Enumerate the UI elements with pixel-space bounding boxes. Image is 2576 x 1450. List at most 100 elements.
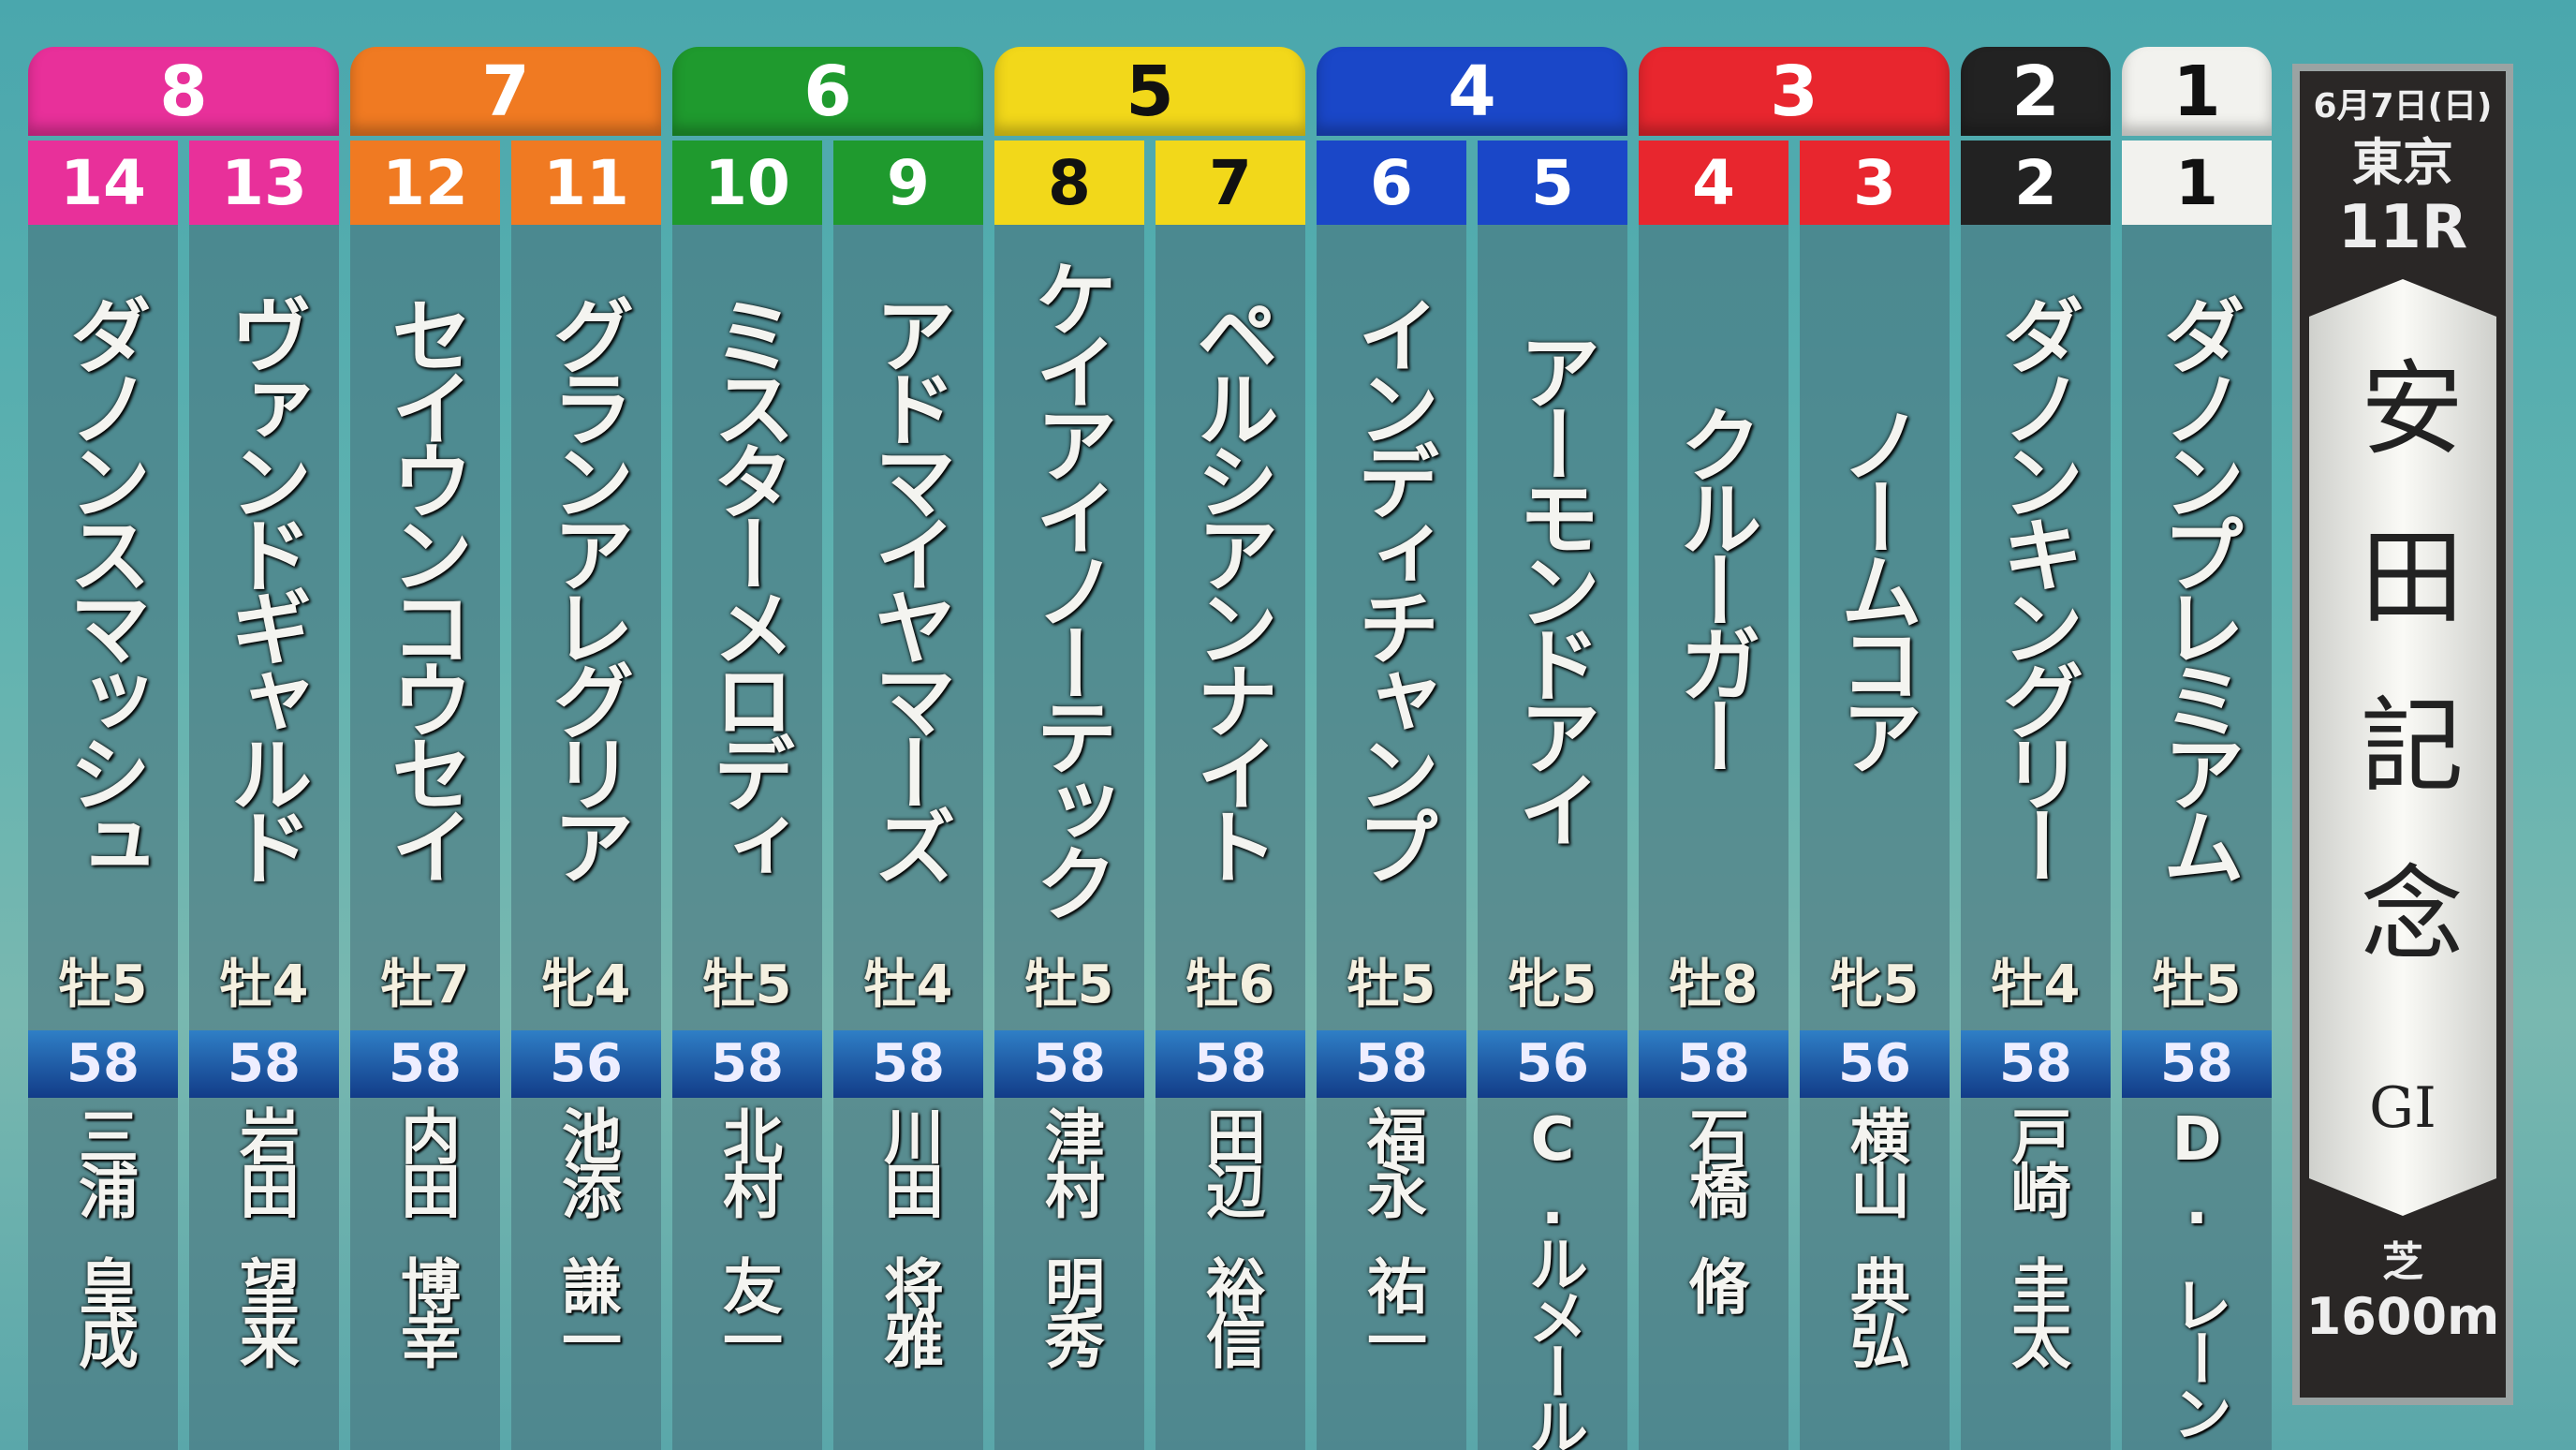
- race-grade: GI: [2369, 1075, 2436, 1141]
- horse-column: 12 セイウンコウセイ牡7 58 内田博幸: [350, 141, 500, 1450]
- horse-name: ケイアイノーテック: [1022, 257, 1118, 914]
- race-title: 安田記念: [2343, 354, 2463, 1028]
- gate-header: 4: [1317, 47, 1627, 136]
- horse-name: インディチャンプ: [1344, 293, 1440, 878]
- horse-sex-age: 牡5: [2152, 954, 2242, 1015]
- horse-sex-age: 牝5: [1830, 954, 1920, 1015]
- horse-column: 2 ダノンキングリー 牡4 58 戸崎 圭太: [1961, 141, 2111, 1450]
- gate-header: 6: [672, 47, 983, 136]
- jockey-given-name: 脩: [1679, 1255, 1748, 1309]
- horse-column: 13 ヴァンドギャルド牡4 58 岩田 望来: [189, 141, 339, 1450]
- horse-name: ヴァンドギャルド: [216, 293, 313, 878]
- horse-sex-age: 牡8: [1669, 954, 1759, 1015]
- gate-header: 3: [1639, 47, 1950, 136]
- gate-header: 2: [1961, 47, 2111, 136]
- horse-number: 10: [672, 141, 822, 225]
- horse-number: 4: [1639, 141, 1788, 225]
- jockey-given-name: 裕信: [1196, 1255, 1265, 1364]
- race-distance: 1600m: [2305, 1287, 2500, 1346]
- jockey-name: 津村 明秀: [994, 1105, 1144, 1364]
- horse-name: グランアレグリア: [538, 293, 635, 878]
- jockey-name: 横山 典弘: [1800, 1105, 1950, 1364]
- jockey-surname: 北村: [713, 1105, 782, 1214]
- horse-name: ノームコア: [1827, 403, 1923, 768]
- horse-number: 14: [28, 141, 178, 225]
- horse-name: ミスターメロディ: [699, 293, 796, 878]
- race-date: 6月7日(日): [2313, 87, 2493, 126]
- horse-weight: 58: [994, 1030, 1144, 1098]
- horse-number: 5: [1478, 141, 1627, 225]
- jockey-given-name: 典弘: [1840, 1255, 1909, 1364]
- horse-sex-age: 牡5: [702, 954, 792, 1015]
- race-number: 11R: [2337, 193, 2468, 262]
- jockey-name: C. ルメール: [1478, 1105, 1627, 1450]
- race-title-plaque: 安田記念 GI: [2309, 279, 2496, 1216]
- horse-number: 7: [1156, 141, 1305, 225]
- jockey-name: 田辺 裕信: [1156, 1105, 1305, 1364]
- horse-number: 13: [189, 141, 339, 225]
- horse-number: 12: [350, 141, 500, 225]
- horse-name: セイウンコウセイ: [377, 293, 474, 878]
- horse-sex-age: 牡5: [1024, 954, 1114, 1015]
- horse-column: 5 アーモンドアイ 牝5 56 C. ルメール: [1478, 141, 1627, 1450]
- horse-sex-age: 牡5: [1347, 954, 1436, 1015]
- horse-sex-age: 牡4: [219, 954, 309, 1015]
- horse-number: 11: [511, 141, 661, 225]
- horse-weight: 58: [189, 1030, 339, 1098]
- horse-weight: 58: [1961, 1030, 2111, 1098]
- jockey-name: 川田 将雅: [833, 1105, 983, 1364]
- horse-name: アドマイヤマーズ: [861, 293, 957, 878]
- gate-header: 5: [994, 47, 1305, 136]
- horse-column: 11 グランアレグリア 牝4 56 池添 謙一: [511, 141, 661, 1450]
- horse-number: 1: [2122, 141, 2272, 225]
- jockey-given-name: 皇成: [68, 1255, 138, 1364]
- horse-weight: 58: [350, 1030, 500, 1098]
- horse-sex-age: 牡4: [1991, 954, 2081, 1015]
- jockey-surname: 岩田: [229, 1105, 299, 1214]
- jockey-given-name: 圭太: [2001, 1255, 2070, 1364]
- jockey-surname: 津村: [1035, 1105, 1104, 1214]
- race-surface: 芝: [2382, 1238, 2423, 1286]
- jockey-surname: 福永: [1357, 1105, 1426, 1214]
- horse-sex-age: 牡7: [380, 954, 470, 1015]
- jockey-name: 北村 友一: [672, 1105, 822, 1364]
- jockey-surname: 石橋: [1679, 1105, 1748, 1214]
- horse-sex-age: 牡5: [58, 954, 148, 1015]
- horse-column: 8 ケイアイノーテック牡5 58 津村 明秀: [994, 141, 1144, 1450]
- horse-weight: 58: [833, 1030, 983, 1098]
- gate-header: 1: [2122, 47, 2272, 136]
- jockey-given-name: レーン: [2162, 1274, 2231, 1437]
- jockey-surname: 内田: [390, 1105, 460, 1214]
- jockey-given-name: 将雅: [874, 1255, 943, 1364]
- horse-weight: 56: [511, 1030, 661, 1098]
- horse-weight: 58: [28, 1030, 178, 1098]
- jockey-given-name: 友一: [713, 1255, 782, 1364]
- horse-column: 1 ダノンプレミアム 牡5 58 D. レーン: [2122, 141, 2272, 1450]
- race-card: 1 2 3 4 5 6 7 8 14 ダノンスマッシュ 牡5 58 三浦 皇成 13 ヴァンドギャルド 牡4 58…: [28, 47, 2285, 1450]
- jockey-given-name: 博幸: [390, 1255, 460, 1364]
- horse-number: 6: [1317, 141, 1466, 225]
- jockey-name: 福永 祐一: [1317, 1105, 1466, 1364]
- jockey-name: D. レーン: [2122, 1105, 2272, 1437]
- jockey-given-name: 祐一: [1357, 1255, 1426, 1364]
- gate-header: 8: [28, 47, 339, 136]
- horse-column: 10 ミスターメロディ 牡5 58 北村 友一: [672, 141, 822, 1450]
- horse-sex-age: 牝4: [541, 954, 631, 1015]
- jockey-name: 戸崎 圭太: [1961, 1105, 2111, 1364]
- horse-column: 9 アドマイヤマーズ 牡4 58 川田 将雅: [833, 141, 983, 1450]
- jockey-name: 石橋脩: [1639, 1105, 1788, 1309]
- jockey-name: 岩田 望来: [189, 1105, 339, 1364]
- horse-weight: 56: [1800, 1030, 1950, 1098]
- race-venue: 東京: [2352, 133, 2453, 192]
- horse-weight: 58: [1156, 1030, 1305, 1098]
- horse-column: 7 ペルシアンナイト 牡6 58 田辺 裕信: [1156, 141, 1305, 1450]
- horse-column: 3 ノームコア 牝5 56 横山 典弘: [1800, 141, 1950, 1450]
- horse-name: クルーガー: [1666, 403, 1762, 768]
- horse-column: 14 ダノンスマッシュ 牡5 58 三浦 皇成: [28, 141, 178, 1450]
- jockey-surname: 戸崎: [2001, 1105, 2070, 1214]
- horse-column: 6 インディチャンプ 牡5 58 福永 祐一: [1317, 141, 1466, 1450]
- jockey-surname: 川田: [874, 1105, 943, 1214]
- horse-number: 9: [833, 141, 983, 225]
- horse-number: 8: [994, 141, 1144, 225]
- gate-header: 7: [350, 47, 661, 136]
